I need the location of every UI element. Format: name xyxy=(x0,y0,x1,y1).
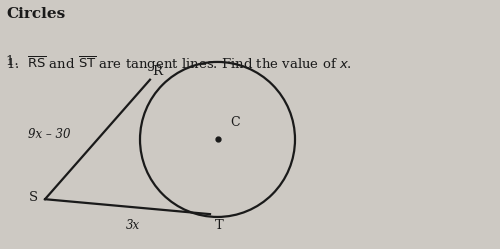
Text: 1.: 1. xyxy=(6,55,23,68)
Text: S: S xyxy=(28,191,38,204)
Ellipse shape xyxy=(140,62,295,217)
Text: C: C xyxy=(230,117,239,129)
Text: 3x: 3x xyxy=(126,219,140,232)
Text: Circles: Circles xyxy=(6,7,65,21)
Text: T: T xyxy=(215,219,224,232)
Text: 9x – 30: 9x – 30 xyxy=(28,128,70,141)
Text: 1.  $\overline{\mathrm{RS}}$ and $\overline{\mathrm{ST}}$ are tangent lines. Fin: 1. $\overline{\mathrm{RS}}$ and $\overli… xyxy=(6,55,352,74)
Text: R: R xyxy=(152,65,162,78)
